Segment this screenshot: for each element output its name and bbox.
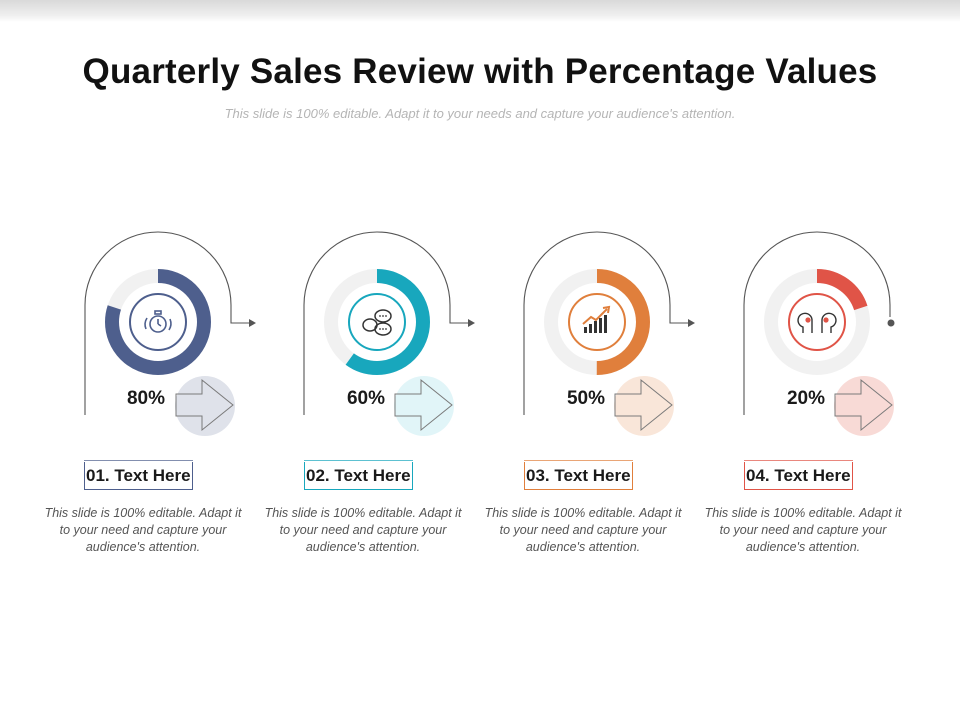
slide-title: Quarterly Sales Review with Percentage V… <box>82 52 878 91</box>
step-2-group <box>303 231 475 436</box>
step-2-title: 02. Text Here <box>304 460 413 490</box>
step-4-connector-line <box>743 231 891 415</box>
step-1-ring-progress <box>105 269 211 375</box>
step-3-title-text: 03. Text Here <box>526 465 631 485</box>
step-4-arrow-bubble <box>834 376 894 436</box>
step-4-description: This slide is 100% editable. Adapt it to… <box>704 506 902 554</box>
step-3-arrow-icon <box>614 378 673 432</box>
step-1-title-text: 01. Text Here <box>86 465 191 485</box>
slide-subtitle: This slide is 100% editable. Adapt it to… <box>224 106 736 121</box>
step-2-ring-progress <box>324 269 430 375</box>
step-1-description: This slide is 100% editable. Adapt it to… <box>44 506 242 554</box>
step-1-arrow-bubble <box>175 376 235 436</box>
step-2-description: This slide is 100% editable. Adapt it to… <box>264 506 462 554</box>
step-2-arrow-bubble <box>394 376 454 436</box>
step-4-arrow-icon <box>834 378 893 432</box>
step-4-percent-label: 20% <box>786 388 826 409</box>
step-4-group <box>743 231 895 436</box>
step-1-group <box>84 231 256 436</box>
stopwatch-icon <box>144 310 172 333</box>
step-3-percent-label: 50% <box>566 388 606 409</box>
step-1-connector-line <box>84 231 250 415</box>
step-3-arrow-bubble <box>614 376 674 436</box>
step-2-title-text: 02. Text Here <box>306 465 411 485</box>
step-1-title: 01. Text Here <box>84 460 193 490</box>
step-1-arrow-icon <box>175 378 234 432</box>
step-4-title: 04. Text Here <box>744 460 853 490</box>
step-3-description: This slide is 100% editable. Adapt it to… <box>484 506 682 554</box>
step-3-title: 03. Text Here <box>524 460 633 490</box>
step-2-connector-arrowhead <box>468 319 475 327</box>
step-2-icon-circle <box>348 293 406 351</box>
step-3-connector-arrowhead <box>688 319 695 327</box>
step-2-connector-line <box>303 231 469 415</box>
step-1-percent-label: 80% <box>126 388 166 409</box>
top-band <box>0 0 960 22</box>
step-2-arrow-icon <box>394 378 453 432</box>
step-3-connector-line <box>523 231 689 415</box>
step-4-title-text: 04. Text Here <box>746 465 851 485</box>
step-4-connector-end-dot <box>887 319 895 327</box>
growth-chart-icon <box>582 305 611 333</box>
chat-bubbles-icon <box>362 309 392 336</box>
step-4-ring-progress <box>764 269 870 375</box>
step-3-ring-progress <box>544 269 650 375</box>
step-1-connector-arrowhead <box>249 319 256 327</box>
team-heads-icon <box>797 312 837 333</box>
step-3-group <box>523 231 695 436</box>
step-2-percent-label: 60% <box>346 388 386 409</box>
step-4-icon-circle <box>788 293 846 351</box>
